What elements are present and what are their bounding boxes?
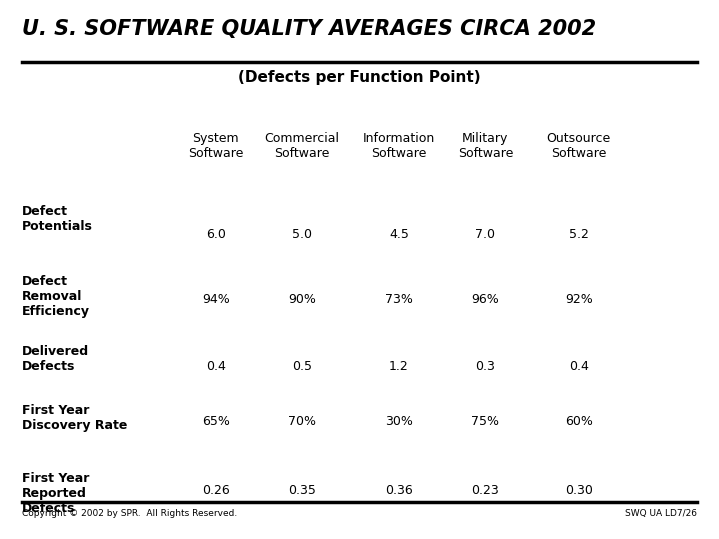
Text: 6.0: 6.0	[206, 228, 226, 241]
Text: 0.35: 0.35	[288, 484, 316, 497]
Text: Defect
Potentials: Defect Potentials	[22, 205, 93, 233]
Text: 0.30: 0.30	[565, 484, 592, 497]
Text: 1.2: 1.2	[389, 360, 409, 373]
Text: 92%: 92%	[565, 293, 592, 306]
Text: 0.26: 0.26	[202, 484, 229, 497]
Text: 0.5: 0.5	[292, 360, 312, 373]
Text: Information
Software: Information Software	[363, 132, 435, 160]
Text: 0.3: 0.3	[475, 360, 495, 373]
Text: Commercial
Software: Commercial Software	[265, 132, 339, 160]
Text: 70%: 70%	[288, 415, 316, 428]
Text: 5.2: 5.2	[569, 228, 589, 241]
Text: 90%: 90%	[288, 293, 316, 306]
Text: U. S. SOFTWARE QUALITY AVERAGES CIRCA 2002: U. S. SOFTWARE QUALITY AVERAGES CIRCA 20…	[22, 19, 596, 39]
Text: 5.0: 5.0	[292, 228, 312, 241]
Text: 65%: 65%	[202, 415, 229, 428]
Text: 94%: 94%	[202, 293, 229, 306]
Text: Delivered
Defects: Delivered Defects	[22, 345, 88, 373]
Text: 30%: 30%	[385, 415, 413, 428]
Text: 73%: 73%	[385, 293, 413, 306]
Text: First Year
Discovery Rate: First Year Discovery Rate	[22, 404, 127, 432]
Text: (Defects per Function Point): (Defects per Function Point)	[238, 70, 481, 85]
Text: 0.4: 0.4	[206, 360, 226, 373]
Text: Defect
Removal
Efficiency: Defect Removal Efficiency	[22, 275, 90, 318]
Text: Outsource
Software: Outsource Software	[546, 132, 611, 160]
Text: 0.36: 0.36	[385, 484, 413, 497]
Text: Copyright © 2002 by SPR.  All Rights Reserved.: Copyright © 2002 by SPR. All Rights Rese…	[22, 509, 237, 519]
Text: 0.4: 0.4	[569, 360, 589, 373]
Text: 96%: 96%	[472, 293, 499, 306]
Text: 7.0: 7.0	[475, 228, 495, 241]
Text: Military
Software: Military Software	[457, 132, 513, 160]
Text: SWQ UA LD7/26: SWQ UA LD7/26	[626, 509, 697, 519]
Text: First Year
Reported
Defects: First Year Reported Defects	[22, 472, 89, 515]
Text: 75%: 75%	[472, 415, 499, 428]
Text: 60%: 60%	[565, 415, 592, 428]
Text: System
Software: System Software	[188, 132, 244, 160]
Text: 0.23: 0.23	[472, 484, 499, 497]
Text: 4.5: 4.5	[389, 228, 409, 241]
